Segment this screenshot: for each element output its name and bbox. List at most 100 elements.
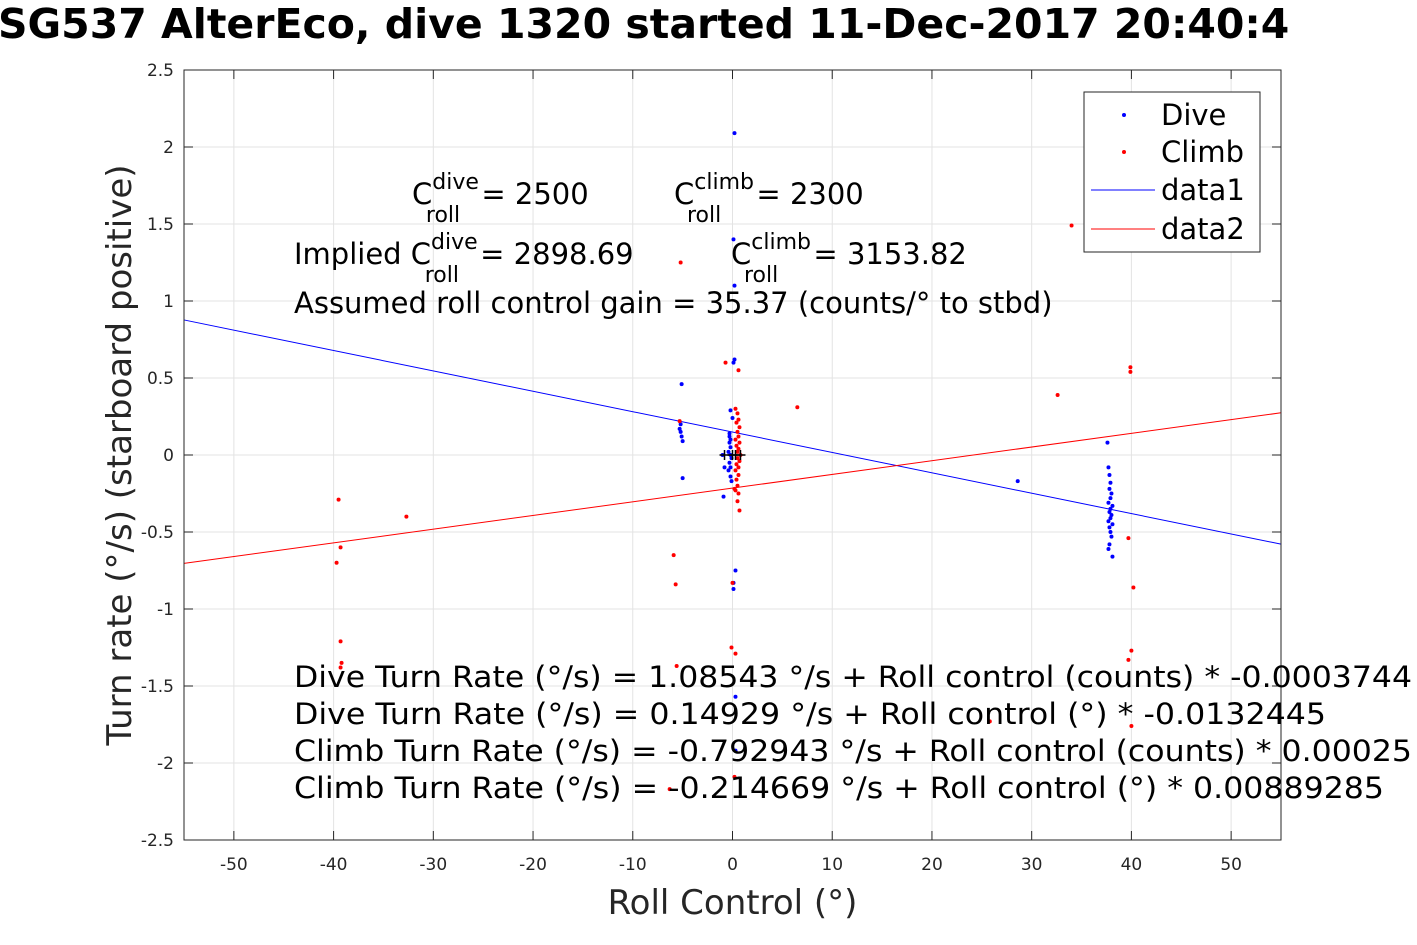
data-point-dive <box>727 440 732 445</box>
x-tick-label: -30 <box>419 855 447 875</box>
data-point-climb <box>336 497 341 502</box>
annotation-fit-1: Dive Turn Rate (°/s) = 1.08543 °/s + Rol… <box>294 660 1412 694</box>
data-point-dive <box>678 422 683 427</box>
y-tick-label: -1 <box>157 600 174 620</box>
x-tick-label: 30 <box>1021 855 1043 875</box>
data-point-dive <box>1106 546 1111 551</box>
y-tick-label: -2.5 <box>141 831 174 851</box>
data-point-dive <box>722 465 727 470</box>
data-point-dive <box>727 431 732 436</box>
annotation-implied-climb-sup: climb <box>751 230 811 255</box>
data-point-dive <box>1105 440 1110 445</box>
data-point-dive <box>1107 509 1112 514</box>
annotation-implied-dive-prefix: Implied C <box>294 237 431 271</box>
data-point-dive <box>1109 513 1114 518</box>
annotation-c-dive-suffix: = 2500 <box>472 177 589 211</box>
legend: Dive Climb data1 data2 <box>1083 91 1261 253</box>
data-point-climb <box>734 477 739 482</box>
data-point-dive <box>1110 554 1115 559</box>
data-point-climb <box>338 545 343 550</box>
fit-line-data2 <box>183 412 1282 564</box>
annotation-c-climb-sup: climb <box>694 170 754 195</box>
annotation-c-climb-prefix: C <box>674 177 694 211</box>
data-point-dive <box>1015 479 1020 484</box>
x-tick-label: 0 <box>727 855 738 875</box>
annotation-fit-3: Climb Turn Rate (°/s) = -0.792943 °/s + … <box>294 734 1412 768</box>
y-tick-label: -2 <box>157 754 174 774</box>
data-point-dive <box>680 476 685 481</box>
data-point-dive <box>1106 519 1111 524</box>
data-point-dive <box>1107 486 1112 491</box>
cross-marker <box>735 450 746 460</box>
data-point-climb <box>673 582 678 587</box>
annotation-c-dive: Cdive roll = 2500 <box>412 170 589 228</box>
data-point-climb <box>736 368 741 373</box>
x-tick-label: -50 <box>220 855 248 875</box>
data-point-dive <box>731 586 736 591</box>
data-point-dive <box>1106 465 1111 470</box>
data-point-dive <box>1107 473 1112 478</box>
x-tick-label: 50 <box>1220 855 1242 875</box>
data-point-climb <box>735 411 740 416</box>
annotation-fit-4: Climb Turn Rate (°/s) = -0.214669 °/s + … <box>294 771 1384 805</box>
annotations: Cdive roll = 2500 Cclimb roll = 2300 Impli… <box>294 170 1412 805</box>
chart-title-text: SG537 AlterEco, dive 1320 started 11-Dec… <box>0 0 1290 48</box>
data-point-dive <box>677 426 682 431</box>
data-point-climb <box>733 437 738 442</box>
annotation-implied-climb-suffix: = 3153.82 <box>804 237 967 271</box>
data-point-climb <box>671 553 676 558</box>
data-point-climb <box>1129 648 1134 653</box>
legend-marker-climb <box>1122 150 1126 154</box>
legend-label-dive: Dive <box>1161 98 1226 132</box>
annotation-c-climb: Cclimb roll = 2300 <box>674 170 864 228</box>
data-point-dive <box>732 357 737 362</box>
annotation-c-dive-prefix: C <box>412 177 432 211</box>
data-point-dive <box>1108 496 1113 501</box>
legend-label-data1: data1 <box>1161 173 1245 207</box>
data-point-climb <box>1129 724 1134 729</box>
y-tick-label: 0 <box>163 446 174 466</box>
x-tick-label: -10 <box>619 855 647 875</box>
x-axis-label: Roll Control (°) <box>608 883 858 923</box>
data-point-climb <box>339 660 344 665</box>
data-point-climb <box>734 420 739 425</box>
data-point-dive <box>721 494 726 499</box>
data-point-dive <box>1108 516 1113 521</box>
data-point-dive <box>1110 522 1115 527</box>
data-point-climb <box>1055 392 1060 397</box>
data-point-dive <box>732 131 737 136</box>
data-point-dive <box>728 437 733 442</box>
data-point-dive <box>1109 491 1114 496</box>
data-point-climb <box>338 639 343 644</box>
data-point-dive <box>1108 480 1113 485</box>
x-tick-label: -40 <box>320 855 348 875</box>
annotation-c-dive-sup: dive <box>432 170 479 195</box>
legend-box <box>1083 91 1261 253</box>
data-point-dive <box>1107 542 1112 547</box>
data-point-climb <box>404 514 409 519</box>
annotation-implied-dive: Implied Cdive roll = 2898.69 <box>294 230 634 288</box>
data-point-climb <box>732 774 737 779</box>
data-point-dive <box>728 408 733 413</box>
data-point-dive <box>726 449 731 454</box>
annotation-c-dive-sub: roll <box>426 203 460 228</box>
data-point-climb <box>737 440 742 445</box>
data-point-climb <box>732 486 737 491</box>
annotation-fit-2: Dive Turn Rate (°/s) = 0.14929 °/s + Rol… <box>294 697 1326 731</box>
data-points <box>334 131 1136 792</box>
data-point-climb <box>736 491 741 496</box>
legend-marker-dive <box>1122 113 1126 117</box>
chart-title: SG537 AlterEco, dive 1320 started 11-Dec… <box>0 0 1417 60</box>
data-point-dive <box>726 468 731 473</box>
annotation-implied-dive-sub: roll <box>425 263 459 288</box>
data-point-dive <box>733 748 738 753</box>
data-point-dive <box>729 479 734 484</box>
data-point-dive <box>733 694 738 699</box>
fit-line-data1 <box>183 319 1282 545</box>
data-point-climb <box>667 787 672 792</box>
y-tick-label: 0.5 <box>147 369 174 389</box>
y-tick-label: 1 <box>163 292 174 312</box>
annotation-implied-climb-prefix: C <box>731 237 751 271</box>
data-point-climb <box>674 663 679 668</box>
